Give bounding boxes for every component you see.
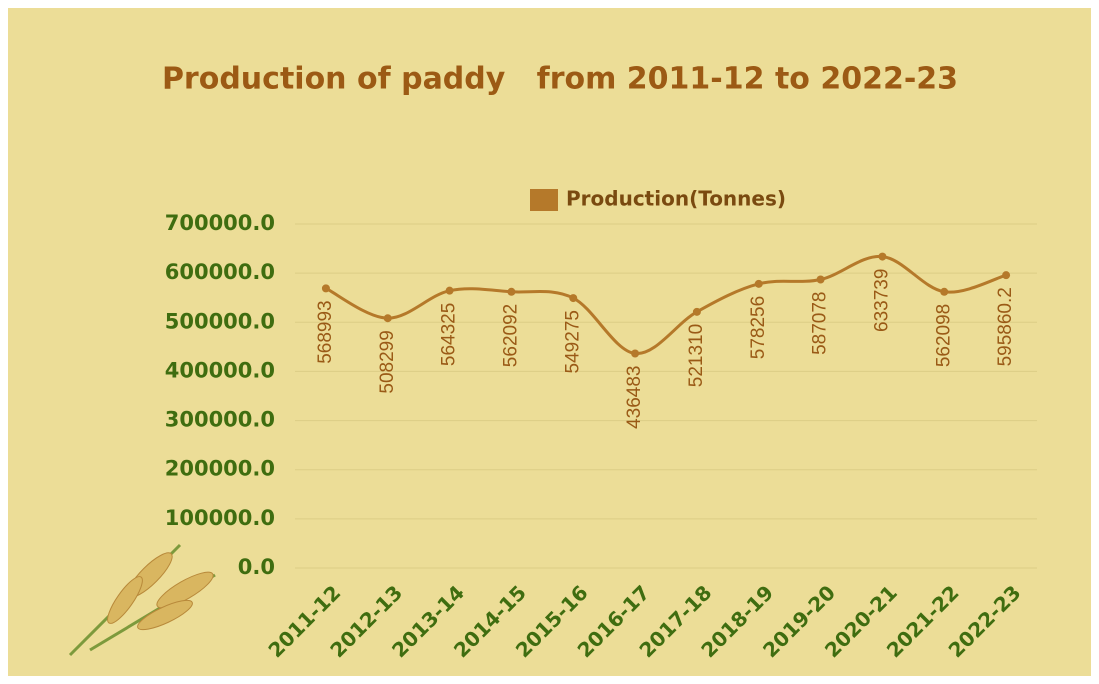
data-point xyxy=(321,284,330,293)
data-label: 578256 xyxy=(748,296,769,359)
chart-background xyxy=(8,8,1091,676)
y-tick-label: 300000.0 xyxy=(165,408,275,432)
data-label: 633739 xyxy=(871,269,892,332)
data-point xyxy=(692,307,701,316)
data-point xyxy=(816,275,825,284)
data-point xyxy=(940,287,949,296)
legend-label: Production(Tonnes) xyxy=(566,187,786,211)
data-point xyxy=(754,279,763,288)
chart-title: Production of paddy from 2011-12 to 2022… xyxy=(162,62,958,97)
y-tick-label: 700000.0 xyxy=(165,211,275,235)
data-label: 508299 xyxy=(377,330,398,393)
y-tick-label: 600000.0 xyxy=(165,260,275,284)
legend-swatch xyxy=(530,189,558,211)
data-label: 549275 xyxy=(562,310,583,373)
data-label: 587078 xyxy=(810,291,831,354)
data-point xyxy=(507,287,516,296)
data-label: 562098 xyxy=(933,304,954,367)
data-point xyxy=(878,252,887,261)
data-label: 595860.2 xyxy=(995,287,1016,366)
data-point xyxy=(631,349,640,358)
wheat-decoration xyxy=(68,543,216,657)
y-tick-label: 200000.0 xyxy=(165,457,275,481)
y-tick-label: 500000.0 xyxy=(165,309,275,333)
data-label: 568993 xyxy=(315,300,336,363)
data-line xyxy=(325,255,1007,356)
data-point xyxy=(1002,271,1011,280)
data-point xyxy=(445,286,454,295)
data-label: 521310 xyxy=(686,324,707,387)
y-tick-label: 0.0 xyxy=(238,555,275,579)
data-point xyxy=(569,294,578,303)
data-label: 564325 xyxy=(439,303,460,366)
data-label: 436483 xyxy=(624,365,645,428)
y-tick-label: 400000.0 xyxy=(165,358,275,382)
data-label: 562092 xyxy=(500,304,521,367)
y-tick-label: 100000.0 xyxy=(165,506,275,530)
data-point xyxy=(383,314,392,323)
